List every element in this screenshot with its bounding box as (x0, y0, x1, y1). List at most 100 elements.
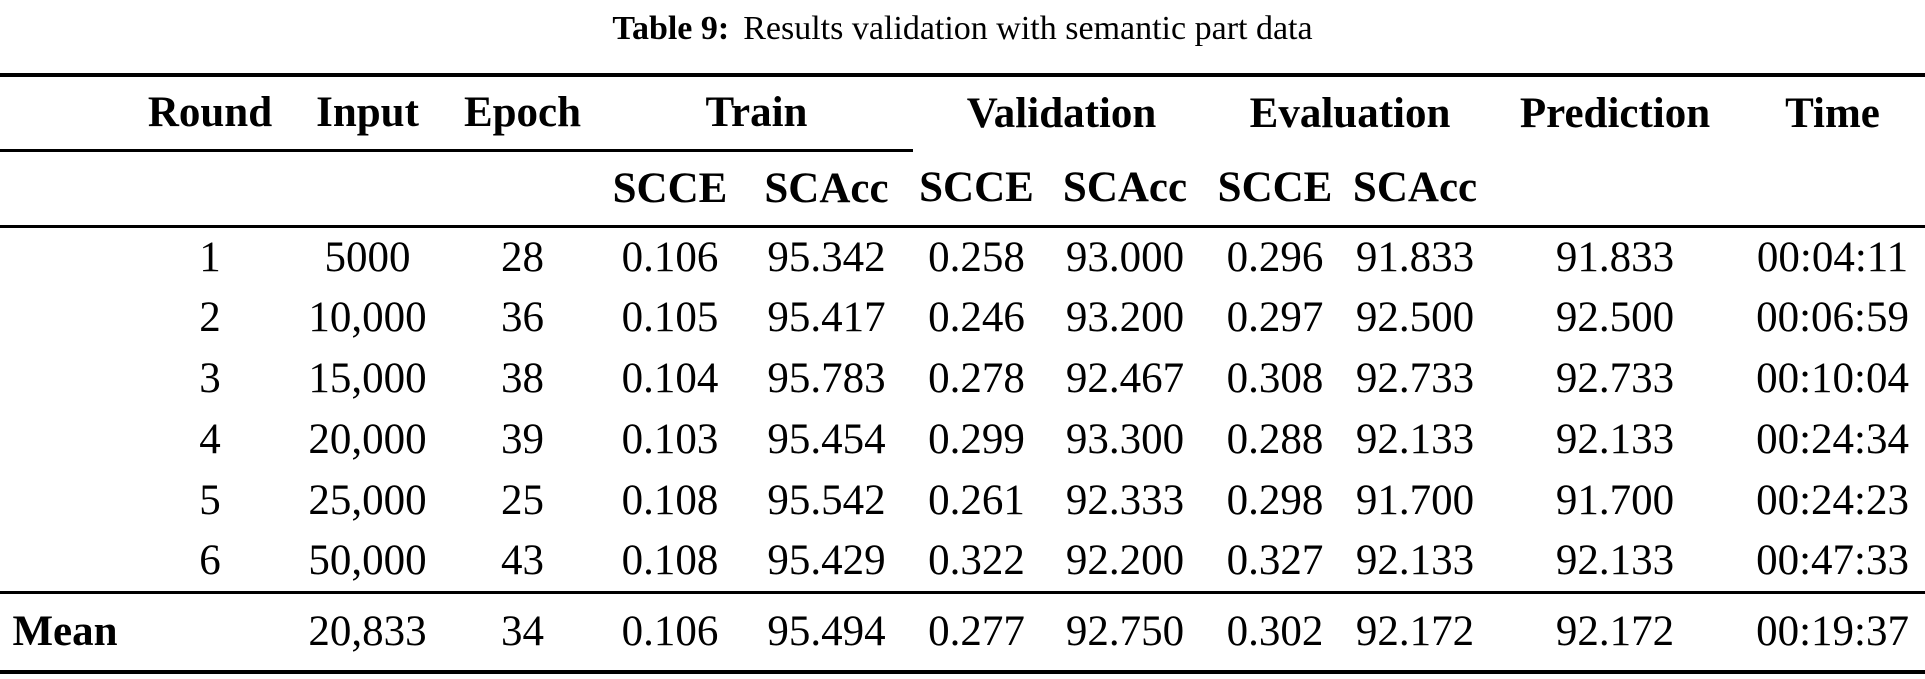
cell-validation-scacc: 92.467 (1065, 355, 1185, 402)
subcol-header-train-scacc: SCAcc (764, 164, 889, 212)
col-header-evaluation: Evaluation (1249, 90, 1451, 137)
mean-row: Mean 20,833 34 0.106 95.494 0.277 92.750… (0, 592, 1925, 672)
results-table: Round Input Epoch Train Validation Evalu… (0, 73, 1925, 674)
cell-validation-scce: 0.299 (928, 416, 1025, 463)
caption-label: Table 9: (612, 10, 730, 47)
cell-evaluation-scacc: 92.133 (1355, 537, 1475, 585)
cell-round: 1 (199, 233, 221, 281)
cell-train-scacc: 95.417 (767, 294, 886, 341)
subcol-header-evaluation-scacc: SCAcc (1352, 163, 1478, 211)
subcol-header-train-scce: SCCE (612, 164, 728, 212)
spacer-cell (0, 409, 130, 470)
cell-epoch: 39 (501, 416, 544, 463)
col-header-input: Input (290, 75, 445, 152)
sub-header-row: SCCE SCAcc SCCE SCAcc SCCE SCAcc (0, 150, 1925, 226)
mean-validation-scacc: 92.750 (1065, 608, 1185, 656)
cell-prediction: 92.133 (1555, 537, 1675, 585)
cell-prediction: 91.700 (1555, 477, 1675, 524)
table-row: 2 10,000 36 0.105 95.417 0.246 93.200 0.… (0, 287, 1925, 348)
spacer-cell (0, 470, 130, 531)
group-header-row: Round Input Epoch Train Validation Evalu… (0, 75, 1925, 152)
cell-train-scce: 0.105 (621, 294, 719, 341)
cell-train-scacc: 95.542 (767, 477, 886, 524)
cell-input: 5000 (324, 233, 411, 281)
cell-train-scce: 0.104 (621, 355, 719, 402)
cell-time: 00:24:23 (1756, 477, 1909, 524)
cell-epoch: 43 (501, 537, 544, 585)
cell-prediction: 92.733 (1555, 355, 1675, 402)
cell-epoch: 25 (501, 477, 544, 524)
cell-round: 6 (199, 537, 221, 585)
cell-evaluation-scce: 0.288 (1226, 416, 1324, 463)
cell-validation-scce: 0.278 (928, 355, 1025, 402)
cell-time: 00:47:33 (1756, 537, 1909, 585)
spacer-cell (0, 150, 130, 226)
cell-evaluation-scacc: 92.133 (1355, 416, 1475, 463)
cell-evaluation-scce: 0.308 (1226, 355, 1324, 402)
cell-train-scacc: 95.454 (767, 416, 886, 463)
subcol-header-evaluation-scce: SCCE (1217, 163, 1333, 211)
cell-evaluation-scacc: 92.500 (1355, 294, 1475, 341)
col-header-train: Train (600, 75, 913, 152)
cell-time: 00:04:11 (1756, 233, 1909, 281)
spacer-cell (130, 150, 290, 226)
cell-validation-scacc: 92.333 (1065, 477, 1185, 524)
cell-evaluation-scacc: 91.700 (1355, 477, 1475, 524)
col-header-epoch: Epoch (445, 75, 600, 152)
spacer-cell (0, 226, 130, 287)
cell-prediction: 92.133 (1555, 416, 1675, 463)
cell-train-scce: 0.103 (621, 416, 719, 463)
spacer-cell (1490, 150, 1740, 226)
col-header-validation: Validation (966, 90, 1157, 137)
table-row: 6 50,000 43 0.108 95.429 0.322 92.200 0.… (0, 531, 1925, 592)
cell-input: 25,000 (308, 477, 427, 524)
cell-train-scce: 0.108 (621, 537, 719, 585)
cell-evaluation-scce: 0.296 (1226, 233, 1324, 281)
cell-validation-scacc: 92.200 (1065, 537, 1185, 585)
spacer-cell (130, 592, 290, 672)
cell-validation-scacc: 93.200 (1065, 294, 1185, 341)
spacer-cell (1740, 150, 1925, 226)
caption-text: Results validation with semantic part da… (743, 10, 1313, 47)
cell-validation-scce: 0.322 (928, 537, 1025, 585)
spacer-cell (290, 150, 445, 226)
cell-train-scacc: 95.429 (767, 537, 886, 585)
cell-validation-scce: 0.258 (928, 233, 1025, 281)
table-row: 4 20,000 39 0.103 95.454 0.299 93.300 0.… (0, 409, 1925, 470)
spacer-cell (0, 348, 130, 409)
cell-round: 3 (199, 355, 221, 402)
cell-epoch: 36 (501, 294, 544, 341)
cell-validation-scce: 0.246 (928, 294, 1025, 341)
mean-time: 00:19:37 (1756, 608, 1909, 656)
cell-time: 00:06:59 (1756, 294, 1909, 341)
cell-time: 00:10:04 (1756, 355, 1909, 402)
cell-input: 50,000 (308, 537, 427, 585)
mean-input: 20,833 (308, 608, 427, 656)
cell-validation-scce: 0.261 (928, 477, 1025, 524)
table-row: 5 25,000 25 0.108 95.542 0.261 92.333 0.… (0, 470, 1925, 531)
spacer-cell (0, 75, 130, 152)
table-row: 1 5000 28 0.106 95.342 0.258 93.000 0.29… (0, 226, 1925, 287)
mean-prediction: 92.172 (1555, 608, 1675, 656)
cell-prediction: 92.500 (1555, 294, 1675, 341)
subcol-header-validation-scce: SCCE (919, 163, 1034, 211)
cell-train-scce: 0.106 (621, 233, 719, 281)
cell-train-scacc: 95.783 (767, 355, 886, 402)
cell-round: 4 (199, 416, 221, 463)
subcol-header-validation-scacc: SCAcc (1062, 163, 1188, 211)
cell-input: 10,000 (308, 294, 427, 341)
col-header-time: Time (1785, 90, 1880, 137)
cell-input: 15,000 (308, 355, 427, 402)
mean-validation-scce: 0.277 (928, 608, 1025, 656)
cell-evaluation-scacc: 92.733 (1355, 355, 1475, 402)
cell-train-scacc: 95.342 (767, 233, 886, 281)
cell-round: 2 (199, 294, 221, 341)
spacer-cell (0, 287, 130, 348)
col-header-prediction: Prediction (1519, 90, 1711, 137)
cell-evaluation-scacc: 91.833 (1355, 233, 1475, 281)
cell-round: 5 (199, 477, 221, 524)
cell-validation-scacc: 93.000 (1065, 233, 1185, 281)
mean-epoch: 34 (501, 608, 544, 656)
cell-evaluation-scce: 0.298 (1226, 477, 1324, 524)
